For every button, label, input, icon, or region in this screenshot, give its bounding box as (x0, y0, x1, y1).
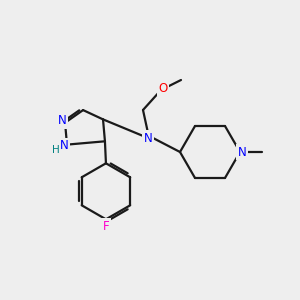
Text: N: N (58, 114, 66, 127)
Text: N: N (144, 131, 152, 145)
Text: H: H (52, 145, 60, 154)
Text: F: F (103, 220, 109, 233)
Text: N: N (238, 146, 246, 158)
Text: O: O (158, 82, 168, 94)
Text: N: N (60, 139, 68, 152)
